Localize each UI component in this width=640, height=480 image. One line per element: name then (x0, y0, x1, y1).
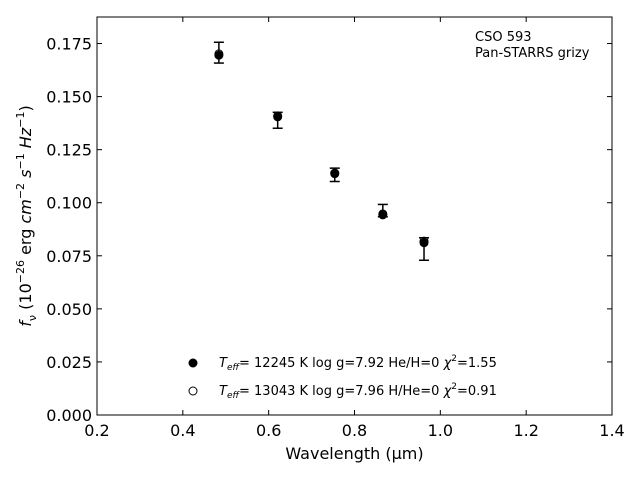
legend-marker (188, 386, 198, 396)
y-tick-label: 0.100 (46, 194, 92, 213)
plot-area (96, 16, 613, 416)
legend-marker (188, 358, 198, 368)
annotation-line-1: CSO 593 (475, 30, 532, 45)
y-tick-label: 0.075 (46, 247, 92, 266)
y-axis-title-part: ν (26, 315, 39, 321)
y-axis-title-part: −2 (14, 183, 27, 199)
x-tick-label: 0.2 (84, 421, 109, 440)
y-axis-title: fν (10−26 erg cm−2 s−1 Hz−1) (14, 105, 39, 326)
x-tick-label: 0.6 (256, 421, 281, 440)
x-axis-title: Wavelength (μm) (285, 444, 423, 463)
y-axis-title-part: Hz (16, 127, 35, 148)
y-tick-label: 0.125 (46, 141, 92, 160)
y-tick-label: 0.175 (46, 35, 92, 54)
y-tick-label: 0.025 (46, 353, 92, 372)
x-tick-label: 1.2 (513, 421, 538, 440)
y-axis-title-part: s (16, 170, 35, 178)
y-axis-title-part: ) (16, 105, 35, 111)
x-tick-label: 0.8 (342, 421, 367, 440)
x-tick-label: 1.4 (599, 421, 624, 440)
y-axis-title-part: −1 (14, 153, 27, 169)
y-axis-title-part: −1 (14, 112, 27, 128)
y-axis-title-part: erg (16, 224, 35, 260)
x-tick-label: 1.0 (428, 421, 453, 440)
point-open (273, 111, 283, 121)
data-markers (214, 49, 429, 248)
point-open (214, 49, 224, 59)
legend-label: Teff= 13043 K log g=7.96 H/He=0 χ2=0.91 (219, 382, 497, 401)
point-open (378, 209, 388, 219)
point-open (330, 168, 340, 178)
y-axis-title-part: f (16, 319, 35, 327)
y-axis-title-part: −26 (14, 260, 27, 283)
y-tick-label: 0.050 (46, 300, 92, 319)
y-axis-title-part: (10 (16, 283, 35, 315)
y-axis-title-part: cm (16, 199, 35, 223)
legend: Teff= 12245 K log g=7.92 He/H=0 χ2=1.55 T… (188, 354, 497, 401)
annotation-line-2: Pan-STARRS grizy (475, 46, 590, 61)
legend-label: Teff= 12245 K log g=7.92 He/H=0 χ2=1.55 (219, 354, 497, 373)
point-open (419, 236, 429, 246)
x-tick-label: 0.4 (170, 421, 195, 440)
axis-ticks: 0.2 0.4 0.6 0.8 1.0 1.2 1.4 0.000 0.025 0.050 0.07… (46, 17, 625, 440)
y-tick-label: 0.000 (46, 406, 92, 425)
y-tick-label: 0.150 (46, 88, 92, 107)
